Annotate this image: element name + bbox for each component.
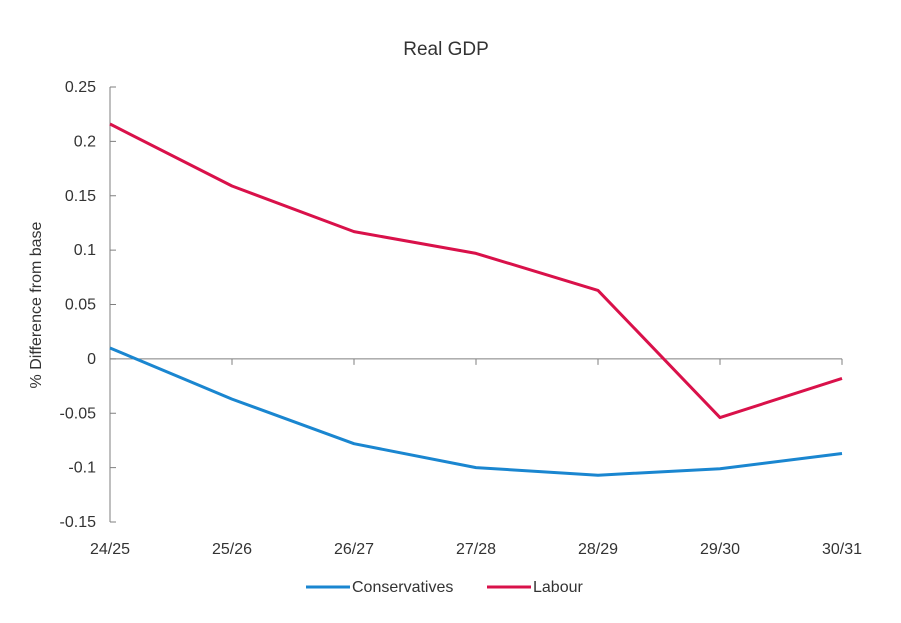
x-tick-label: 29/30 [700,541,740,558]
y-tick-label: 0.25 [65,79,96,96]
y-tick-label: 0 [87,351,96,368]
x-tick-label: 24/25 [90,541,130,558]
axes: 0.25 0.2 0.15 0.1 0.05 0 -0.05 -0.1 -0.15 24/25 25… [60,79,863,558]
legend: Conservatives Labour [306,579,583,596]
y-tick-label: -0.1 [68,460,96,477]
x-tick-label: 30/31 [822,541,862,558]
series-line-conservatives [109,346,843,477]
x-tick-label: 25/26 [212,541,252,558]
legend-label-conservatives: Conservatives [352,579,453,596]
y-axis-title: % Difference from base [28,221,45,388]
series-line-labour [109,122,843,420]
y-tick-label: 0.15 [65,188,96,205]
y-tick-label: -0.15 [60,514,97,531]
series-lines [109,122,843,477]
x-tick-label: 28/29 [578,541,618,558]
y-tick-label: 0.2 [74,133,96,150]
chart-title: Real GDP [403,39,489,60]
y-tick-label: 0.1 [74,242,96,259]
x-tick-label: 26/27 [334,541,374,558]
x-tick-label: 27/28 [456,541,496,558]
y-tick-label: 0.05 [65,297,96,314]
y-tick-label: -0.05 [60,405,97,422]
legend-label-labour: Labour [533,579,583,596]
